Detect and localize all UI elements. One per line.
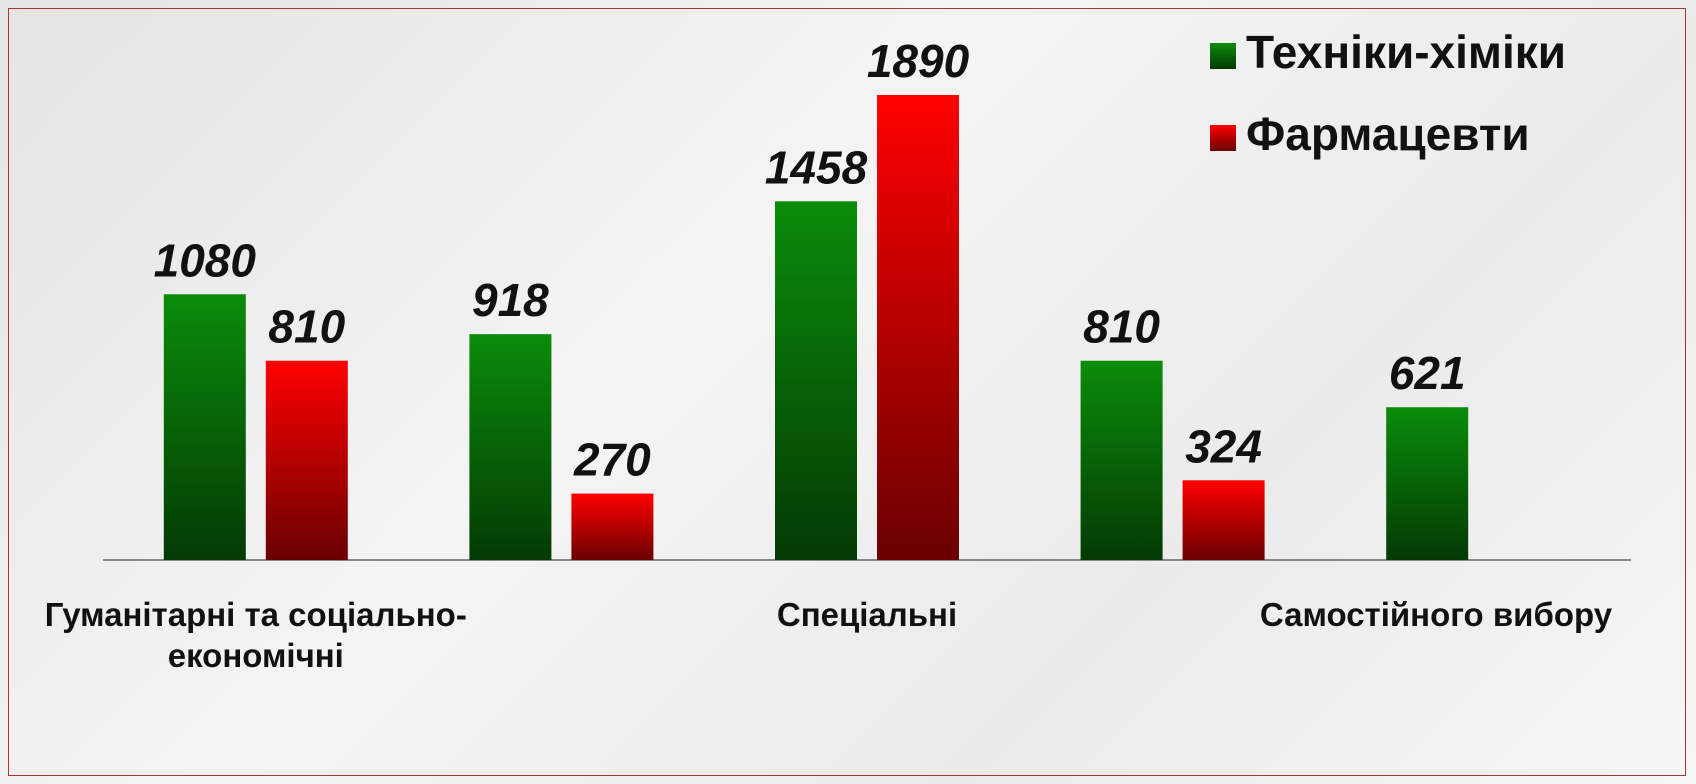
value-label: 810 [268,301,345,353]
value-label: 1458 [765,141,868,193]
legend-label: Фармацевти [1246,108,1530,160]
slide: 108081091827014581890810324621Техніки-хі… [0,0,1696,784]
bar [469,334,551,560]
value-label: 621 [1389,347,1466,399]
bar [1386,407,1468,560]
value-label: 810 [1083,301,1160,353]
bar [164,294,246,560]
bar [1081,361,1163,560]
value-label: 1890 [867,35,970,87]
value-label: 1080 [154,234,257,286]
category-label: Самостійного вибору [1186,594,1686,635]
category-label: Спеціальні [617,594,1117,635]
bar [266,361,348,560]
legend-label: Техніки-хіміки [1246,26,1566,78]
legend-swatch [1210,125,1236,151]
bar [877,95,959,560]
value-label: 270 [573,434,651,486]
bar [775,201,857,560]
value-label: 324 [1185,420,1262,472]
legend-swatch [1210,43,1236,69]
value-label: 918 [472,274,549,326]
bar [1183,480,1265,560]
category-label: Гуманітарні та соціально-економічні [6,594,506,677]
bar [571,494,653,560]
